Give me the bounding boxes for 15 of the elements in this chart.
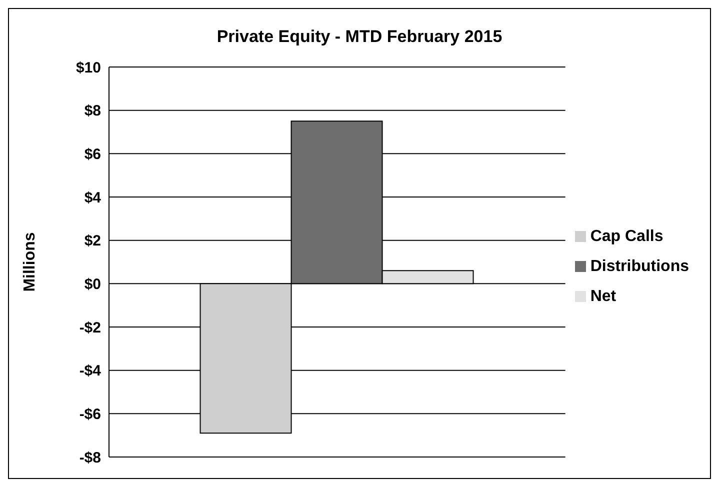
legend-label: Distributions xyxy=(590,258,689,275)
y-tick-label: $8 xyxy=(84,102,101,120)
y-tick-label: $4 xyxy=(84,189,102,206)
legend-label: Net xyxy=(590,288,616,305)
y-tick-label: $2 xyxy=(84,232,101,250)
y-axis-title: Millions xyxy=(22,232,39,292)
chart-title: Private Equity - MTD February 2015 xyxy=(216,26,504,48)
y-tick-label: $10 xyxy=(76,59,101,76)
legend-label: Cap Calls xyxy=(590,228,664,245)
y-tick-label: -$2 xyxy=(79,319,101,336)
y-tick-label: -$4 xyxy=(79,362,102,380)
y-tick-label: -$6 xyxy=(79,406,101,423)
y-tick-label: -$8 xyxy=(79,449,101,466)
y-tick-label: $6 xyxy=(84,146,101,163)
y-tick-label: $0 xyxy=(84,276,101,293)
